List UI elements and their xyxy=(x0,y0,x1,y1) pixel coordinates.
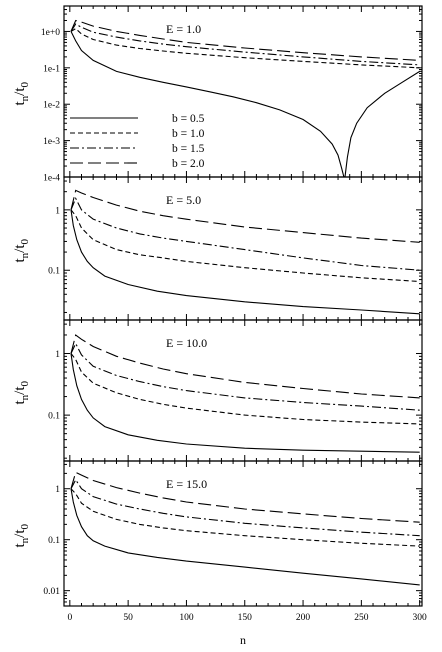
legend: b = 0.5 b = 1.0 b = 1.5 b = 2.0 xyxy=(70,113,205,170)
y-tick-label: 1e-4 xyxy=(43,174,60,184)
series-line-b-1-5 xyxy=(70,342,420,411)
plot-frame xyxy=(63,319,423,462)
series-line-b-1-0 xyxy=(70,353,420,425)
x-tick-label: 250 xyxy=(354,613,369,623)
plot-frame xyxy=(63,460,423,607)
series-line-b-2-0 xyxy=(70,19,420,61)
series-line-b-2-0 xyxy=(70,471,420,523)
y-tick-label: 1 xyxy=(55,206,60,216)
chart-panel-4: 1 0.1 0.01 tn/t0 E = 15.0 0 50 100 150 200 250 300 xyxy=(12,460,428,623)
y-axis-label: tn/t0 xyxy=(12,81,31,105)
y-axis-label: tn/t0 xyxy=(12,380,31,404)
series-line-b-1-5 xyxy=(70,197,420,271)
series-line-b-1-0 xyxy=(70,27,420,69)
series-line-b-1-5 xyxy=(70,23,420,66)
y-tick-label: 1e-1 xyxy=(43,64,60,74)
x-tick-label: 50 xyxy=(123,613,133,623)
series-line-b-2-0 xyxy=(70,334,420,399)
x-tick-label: 100 xyxy=(179,613,194,623)
series-line-b-0-5 xyxy=(70,209,420,315)
chart-panel-3: 1 0.1 tn/t0 E = 10.0 xyxy=(12,319,423,462)
panel-annotation: E = 5.0 xyxy=(166,193,201,207)
x-tick-label: 300 xyxy=(413,613,428,623)
y-tick-label: 0.01 xyxy=(43,587,60,597)
legend-entry: b = 0.5 xyxy=(172,113,205,125)
chart-panel-2: 1 0.1 tn/t0 E = 5.0 xyxy=(12,176,423,321)
y-tick-label: 0.1 xyxy=(48,267,60,277)
x-tick-label: 0 xyxy=(67,613,72,623)
series-line-b-0-5 xyxy=(70,488,420,586)
y-tick-label: 1e-3 xyxy=(43,137,60,147)
y-tick-label: 1e+0 xyxy=(41,28,60,38)
series-line-b-1-0 xyxy=(70,488,420,547)
x-tick-label: 150 xyxy=(238,613,253,623)
chart-panel-1: 1e+01e-11e-21e-31e-4tn/t0E = 1.0b = 0.5b… xyxy=(12,5,423,184)
legend-entry: b = 1.5 xyxy=(172,143,205,155)
series-line-b-0-5 xyxy=(70,31,420,177)
panel-annotation: E = 15.0 xyxy=(166,477,207,491)
y-tick-label: 1 xyxy=(55,485,60,495)
series-line-b-1-5 xyxy=(70,478,420,537)
panel-annotation: E = 1.0 xyxy=(166,22,201,36)
series-line-b-2-0 xyxy=(70,189,420,243)
panel-annotation: E = 10.0 xyxy=(166,336,207,350)
plot-frame xyxy=(63,176,423,321)
y-tick-label: 1 xyxy=(55,350,60,360)
x-tick-label: 200 xyxy=(296,613,311,623)
legend-entry: b = 2.0 xyxy=(172,158,205,170)
series-line-b-1-0 xyxy=(70,209,420,283)
y-tick-label: 0.1 xyxy=(48,536,60,546)
x-axis-label: n xyxy=(240,633,246,647)
series-line-b-0-5 xyxy=(70,353,420,453)
legend-entry: b = 1.0 xyxy=(172,128,205,140)
y-tick-label: 0.1 xyxy=(48,412,60,422)
y-axis-label: tn/t0 xyxy=(12,238,31,262)
y-axis-label: tn/t0 xyxy=(12,523,31,547)
y-tick-label: 1e-2 xyxy=(43,101,60,111)
